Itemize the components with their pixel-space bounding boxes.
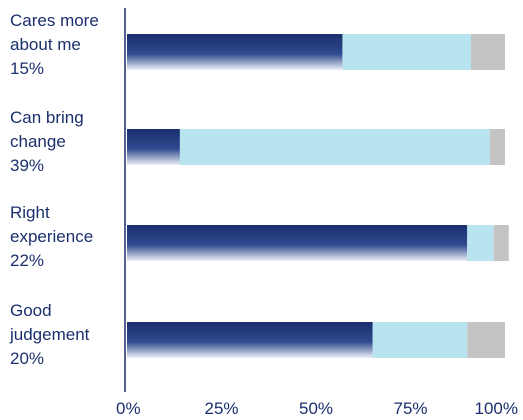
bar-segment-3: [470, 34, 505, 70]
x-tick-label: 25%: [204, 399, 238, 418]
x-tick-label: 100%: [475, 399, 518, 418]
x-tick-label: 75%: [393, 399, 427, 418]
bar-segment-3: [489, 129, 505, 165]
category-percent-label: 20%: [10, 349, 44, 368]
category-percent-label: 22%: [10, 251, 44, 270]
bar-segment-2: [179, 129, 490, 165]
bar-segment-1: [127, 322, 373, 358]
category-label: experience: [10, 227, 93, 246]
x-tick-label: 50%: [299, 399, 333, 418]
category-percent-label: 39%: [10, 156, 44, 175]
category-label: about me: [10, 35, 81, 54]
category-label: judgement: [9, 325, 90, 344]
bar-segment-3: [467, 322, 505, 358]
category-label: Can bring: [10, 108, 84, 127]
category-label: change: [10, 132, 66, 151]
bar-segment-1: [127, 225, 468, 261]
bar-segment-1: [127, 129, 180, 165]
bar-segment-2: [467, 225, 494, 261]
category-percent-label: 15%: [10, 59, 44, 78]
category-label: Good: [10, 301, 52, 320]
x-tick-label: 0%: [116, 399, 141, 418]
bar-segment-2: [342, 34, 471, 70]
bar-segment-3: [493, 225, 509, 261]
bar-segment-1: [127, 34, 343, 70]
category-label: Right: [10, 203, 50, 222]
category-label: Cares more: [10, 11, 99, 30]
bar-segment-2: [372, 322, 468, 358]
